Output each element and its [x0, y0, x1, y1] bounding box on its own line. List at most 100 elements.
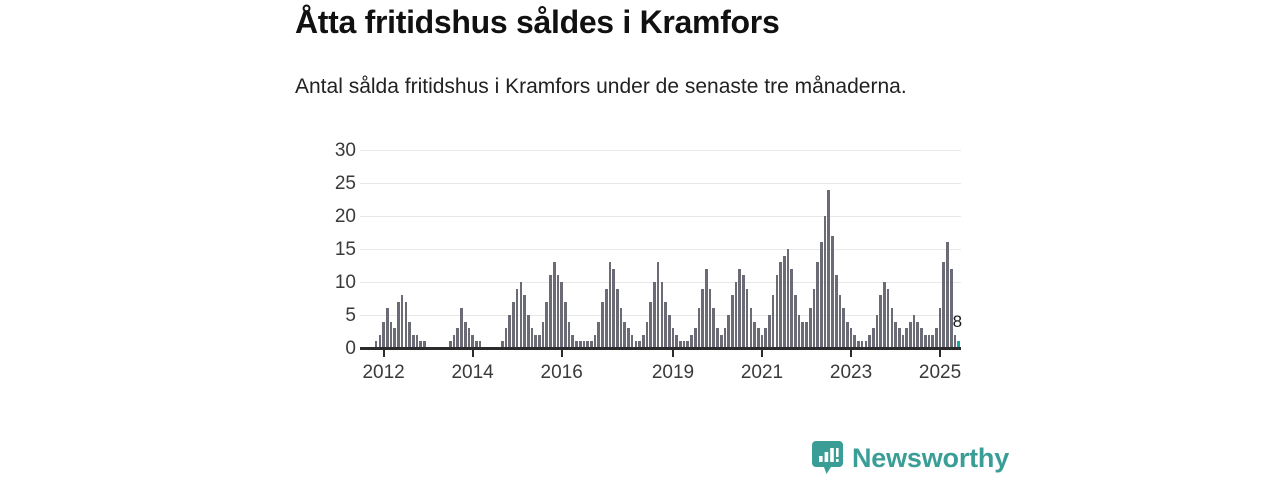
- y-axis-label: 5: [345, 305, 356, 326]
- bar: [571, 334, 575, 348]
- bar: [471, 334, 474, 348]
- bar: [901, 334, 905, 348]
- bar: [890, 308, 894, 348]
- bar: [894, 321, 897, 348]
- x-axis-tick: [471, 348, 474, 357]
- bar: [760, 334, 764, 348]
- bar: [590, 341, 593, 348]
- x-axis-label: 2019: [651, 362, 695, 383]
- bar: [771, 295, 775, 348]
- bar: [545, 301, 549, 348]
- bar: [541, 321, 545, 348]
- bar: [831, 235, 834, 348]
- bar: [423, 341, 426, 348]
- bar: [842, 308, 845, 348]
- bar: [526, 315, 530, 348]
- bar: [530, 328, 534, 348]
- bar: [475, 341, 478, 348]
- bar: [534, 334, 538, 348]
- bar: [690, 334, 693, 348]
- bar: [504, 328, 508, 348]
- bar: [512, 301, 515, 348]
- bar: [638, 341, 641, 348]
- bar: [723, 328, 727, 348]
- bar: [415, 334, 419, 348]
- bar: [946, 242, 949, 348]
- bar: [374, 341, 378, 348]
- bar-chart-speech-bubble-icon: [812, 441, 843, 475]
- bar: [701, 288, 704, 348]
- bar: [712, 308, 716, 348]
- y-axis-label: 30: [334, 140, 356, 161]
- bar: [927, 334, 931, 348]
- bar: [667, 315, 671, 348]
- bar: [719, 334, 723, 348]
- bar: [920, 328, 923, 348]
- bar: [790, 268, 793, 348]
- newsworthy-logo[interactable]: Newsworthy: [812, 441, 1009, 475]
- x-axis-label: 2025: [918, 362, 962, 383]
- bar: [916, 321, 920, 348]
- bar: [808, 308, 812, 348]
- bar: [953, 334, 957, 348]
- bar: [519, 282, 523, 348]
- bar: [923, 334, 927, 348]
- y-axis-label: 25: [334, 173, 356, 194]
- bar: [727, 315, 730, 348]
- bar: [935, 328, 938, 348]
- bar: [708, 288, 712, 348]
- bar: [634, 341, 638, 348]
- bar: [549, 275, 552, 348]
- gridline: [360, 249, 961, 250]
- bar: [931, 334, 934, 348]
- bar: [705, 268, 708, 348]
- bar: [612, 268, 615, 348]
- bar: [385, 308, 389, 348]
- bar: [582, 341, 586, 348]
- bar: [608, 262, 612, 348]
- bar-chart: 0 5 10 15 20 25 30 2012 2014 2016 2019 2021 2023 202…: [295, 140, 975, 385]
- bar: [949, 268, 953, 348]
- y-axis-label: 20: [334, 206, 356, 227]
- bar: [578, 341, 582, 348]
- bar: [538, 334, 541, 348]
- bar: [679, 341, 682, 348]
- bar: [875, 315, 879, 348]
- bar: [641, 334, 645, 348]
- bar: [756, 328, 760, 348]
- bar: [942, 262, 946, 348]
- bar: [805, 321, 808, 348]
- y-axis-label: 15: [334, 239, 356, 260]
- bar: [883, 282, 886, 348]
- bar: [615, 288, 619, 348]
- bar: [794, 295, 797, 348]
- bar: [630, 334, 634, 348]
- bar: [820, 242, 823, 348]
- bar: [552, 262, 556, 348]
- x-axis-tick: [382, 348, 385, 357]
- bar: [508, 315, 512, 348]
- bar: [593, 334, 597, 348]
- bar: [716, 328, 719, 348]
- bar: [838, 295, 842, 348]
- bar: [745, 288, 749, 348]
- plot-area: 0 5 10 15 20 25 30 2012 2014 2016 2019 2021 2023 202…: [335, 141, 962, 383]
- bar: [801, 321, 805, 348]
- bar: [556, 275, 560, 348]
- bar: [456, 328, 460, 348]
- bar: [560, 282, 563, 348]
- bar: [411, 334, 415, 348]
- bar: [697, 308, 701, 348]
- bar: [912, 315, 916, 348]
- bar: [871, 328, 875, 348]
- bar: [382, 321, 385, 348]
- bar: [734, 282, 738, 348]
- bar: [523, 295, 526, 348]
- bar: [957, 341, 960, 348]
- bar: [586, 341, 589, 348]
- bar: [909, 321, 912, 348]
- bar: [404, 301, 408, 348]
- logo-wordmark: Newsworthy: [852, 443, 1010, 473]
- x-axis-label: 2021: [740, 362, 784, 383]
